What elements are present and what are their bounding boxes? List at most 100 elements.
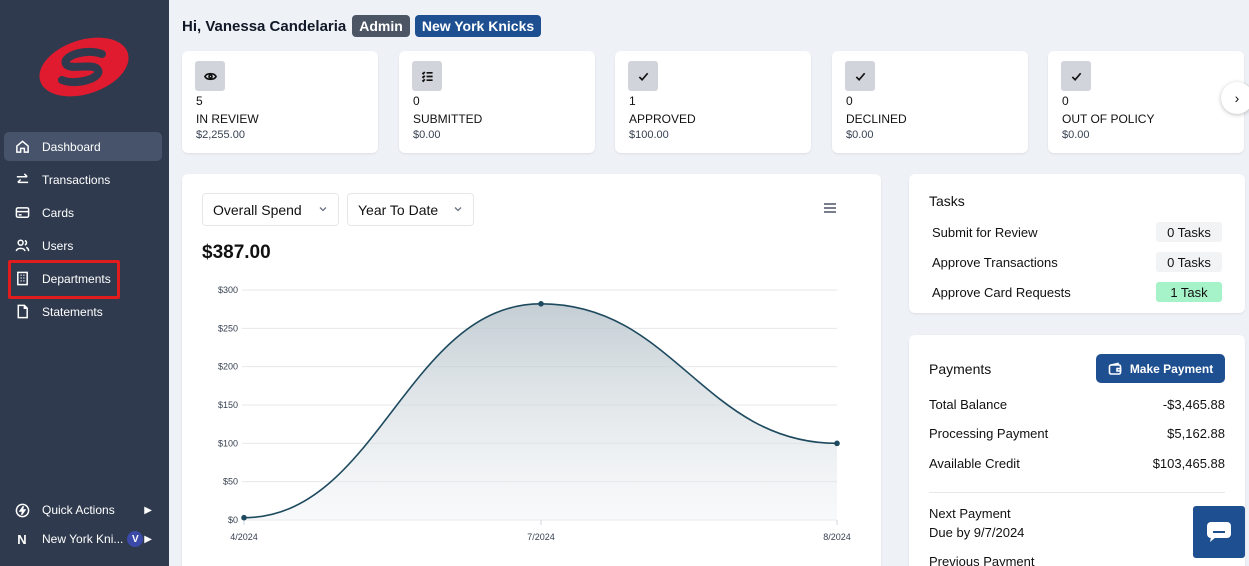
- pay-value: -$3,465.88: [1162, 397, 1225, 412]
- data-point: [538, 301, 544, 307]
- stat-amount: $100.00: [629, 129, 669, 141]
- lightning-icon: [14, 503, 30, 518]
- divider: [929, 492, 1225, 493]
- card-icon: [14, 205, 30, 221]
- stat-count: 5: [196, 94, 203, 108]
- spend-type-value: Overall Spend: [213, 201, 302, 218]
- stat-count: 0: [846, 94, 853, 108]
- pay-value: $5,162.88: [1167, 426, 1225, 441]
- y-tick-label: $200: [218, 362, 238, 372]
- make-payment-button[interactable]: Make Payment: [1096, 354, 1225, 383]
- task-row-submit[interactable]: Submit for Review 0 Tasks: [932, 222, 1222, 242]
- chevron-down-icon: [319, 207, 327, 212]
- x-tick-label: 8/2024: [823, 532, 851, 542]
- sidebar: Dashboard Transactions Cards Users Depar…: [0, 0, 169, 566]
- user-badge: V: [127, 531, 144, 547]
- period-select[interactable]: Year To Date: [347, 193, 474, 226]
- users-icon: [14, 238, 30, 254]
- stat-amount: $0.00: [1062, 129, 1090, 141]
- wallet-icon: [1108, 362, 1122, 375]
- sidebar-item-transactions[interactable]: Transactions: [4, 165, 162, 194]
- spend-area-chart: $0 $50 $100 $150 $200 $250 $300 4/2024 7/2024 8/2…: [218, 285, 851, 542]
- role-badge: Admin: [352, 15, 410, 37]
- pay-label: Available Credit: [929, 456, 1020, 471]
- y-tick-label: $150: [218, 400, 238, 410]
- data-point: [241, 514, 247, 521]
- task-row-approve-transactions[interactable]: Approve Transactions 0 Tasks: [932, 252, 1222, 272]
- stat-count: 1: [629, 94, 636, 108]
- stat-card-in-review[interactable]: 5 IN REVIEW $2,255.00: [182, 51, 378, 153]
- x-tick-label: 7/2024: [527, 532, 555, 542]
- stat-card-submitted[interactable]: 0 SUBMITTED $0.00: [399, 51, 595, 153]
- y-tick-label: $250: [218, 323, 238, 333]
- sidebar-item-departments[interactable]: Departments: [4, 264, 162, 293]
- building-icon: [14, 271, 30, 287]
- check-icon: [845, 61, 875, 91]
- tasks-card: Tasks Submit for Review 0 Tasks Approve …: [909, 174, 1245, 313]
- task-label: Submit for Review: [932, 224, 1038, 240]
- sidebar-item-label: Dashboard: [42, 139, 101, 154]
- available-credit-row: Available Credit $103,465.88: [929, 456, 1225, 471]
- sidebar-item-users[interactable]: Users: [4, 231, 162, 260]
- task-row-approve-card-requests[interactable]: Approve Card Requests 1 Task: [932, 282, 1222, 302]
- due-date-row: Due by 9/7/2024 $2: [929, 525, 1225, 540]
- eye-icon: [195, 61, 225, 91]
- quick-actions-menu[interactable]: Quick Actions ▶: [4, 497, 162, 523]
- greeting-text: Hi, Vanessa Candelaria: [182, 17, 347, 35]
- y-tick-label: $50: [223, 477, 238, 487]
- due-date-label: Due by 9/7/2024: [929, 525, 1025, 540]
- spend-type-select[interactable]: Overall Spend: [202, 193, 339, 226]
- processing-payment-row: Processing Payment $5,162.88: [929, 426, 1225, 441]
- sidebar-nav: Dashboard Transactions Cards Users Depar…: [4, 132, 162, 330]
- pay-label: Total Balance: [929, 397, 1008, 412]
- y-tick-label: $300: [218, 285, 238, 295]
- sidebar-item-label: Departments: [42, 271, 111, 286]
- previous-payment-label: Previous Payment: [929, 554, 1035, 566]
- pay-label: Processing Payment: [929, 426, 1049, 441]
- stat-amount: $0.00: [846, 129, 874, 141]
- task-label: Approve Card Requests: [932, 284, 1071, 300]
- task-count-badge: 0 Tasks: [1156, 222, 1222, 242]
- y-tick-label: $100: [218, 438, 238, 448]
- stat-label: IN REVIEW: [196, 112, 259, 126]
- pay-value: $103,465.88: [1152, 456, 1225, 471]
- caret-right-icon: ▶: [144, 504, 152, 516]
- total-balance-row: Total Balance -$3,465.88: [929, 397, 1225, 412]
- carousel-next-button[interactable]: ›: [1221, 82, 1249, 114]
- stat-card-declined[interactable]: 0 DECLINED $0.00: [832, 51, 1028, 153]
- x-tick-label: 4/2024: [230, 532, 258, 542]
- transfer-icon: [14, 172, 30, 188]
- next-payment-label: Next Payment: [929, 506, 1011, 521]
- sidebar-item-label: Cards: [42, 205, 75, 220]
- sidebar-item-dashboard[interactable]: Dashboard: [4, 132, 162, 161]
- chart-menu-icon[interactable]: [823, 202, 837, 214]
- home-icon: [14, 139, 30, 155]
- stat-card-approved[interactable]: 1 APPROVED $100.00: [615, 51, 811, 153]
- check-icon: [1061, 61, 1091, 91]
- org-initial: N: [17, 531, 27, 547]
- area-fill: [244, 303, 837, 520]
- chevron-down-icon: [454, 207, 462, 212]
- sidebar-item-cards[interactable]: Cards: [4, 198, 162, 227]
- stat-count: 0: [1062, 94, 1069, 108]
- period-value: Year To Date: [358, 201, 439, 218]
- data-point: [834, 440, 840, 447]
- org-name: New York Kni...: [42, 532, 124, 546]
- spend-total: $387.00: [202, 242, 271, 263]
- sidebar-item-label: Statements: [42, 304, 103, 319]
- tasks-title: Tasks: [929, 193, 965, 209]
- organization-switcher[interactable]: N New York Kni... V ▶: [4, 526, 162, 552]
- task-count-badge: 1 Task: [1156, 282, 1222, 302]
- spend-chart-card: Overall Spend Year To Date $387.00 $0 $50…: [182, 174, 881, 566]
- page-header: Hi, Vanessa Candelaria Admin New York Kn…: [182, 14, 546, 38]
- check-icon: [628, 61, 658, 91]
- chat-button[interactable]: [1193, 506, 1245, 558]
- payments-title: Payments: [929, 361, 992, 377]
- sidebar-item-statements[interactable]: Statements: [4, 297, 162, 326]
- stat-amount: $0.00: [413, 129, 441, 141]
- stat-count: 0: [413, 94, 420, 108]
- task-count-badge: 0 Tasks: [1156, 252, 1222, 272]
- checklist-icon: [412, 61, 442, 91]
- make-payment-label: Make Payment: [1129, 361, 1214, 376]
- stat-card-out-of-policy[interactable]: 0 OUT OF POLICY $0.00: [1048, 51, 1244, 153]
